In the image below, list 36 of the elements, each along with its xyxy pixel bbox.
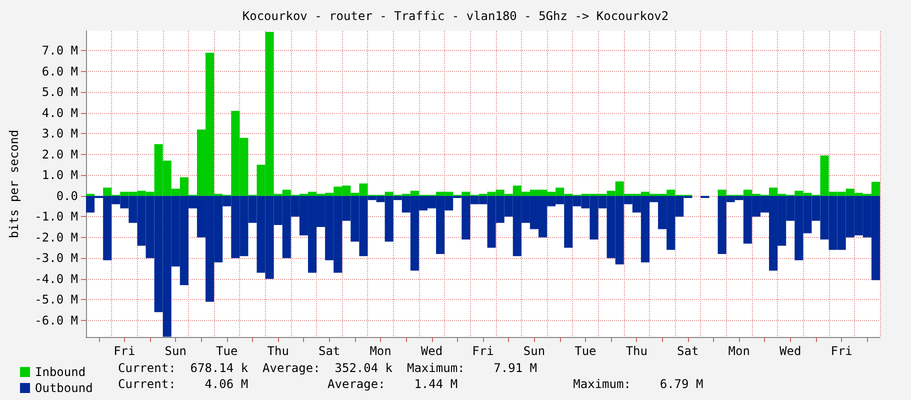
y-tick-label: 7.0 M: [42, 44, 78, 58]
y-tick-label: -2.0 M: [34, 230, 78, 244]
x-tick-label: Sat: [677, 344, 699, 358]
y-tick-label: 2.0 M: [42, 147, 78, 162]
y-tick-label: 4.0 M: [42, 106, 78, 120]
y-tick-label: 0.0: [56, 188, 78, 203]
x-tick-label: Thu: [267, 344, 289, 358]
x-tick-label: Tue: [574, 344, 596, 358]
y-tick-label: -3.0 M: [34, 251, 78, 266]
text: Current: 678.14 k Average: 352.04 k Maximum: 7.91 M: [118, 361, 538, 375]
x-tick-label: Sun: [523, 344, 546, 358]
x-tick-label: Fri: [472, 344, 494, 358]
y-tick-label: 6.0 M: [42, 64, 78, 78]
text: Current: 4.06 M Average: 1.44 M Maximum: 6.79 M: [118, 377, 704, 391]
y-tick-label: -6.0 M: [34, 313, 78, 328]
bar: [700, 196, 710, 198]
x-tick-label: Mon: [370, 344, 392, 358]
x-tick-label: Mon: [728, 344, 750, 358]
x-tick-label: Tue: [216, 344, 238, 358]
y-tick-label: 1.0 M: [42, 168, 78, 182]
y-tick-label: -4.0 M: [34, 272, 78, 286]
legend-label: Inbound: [35, 365, 86, 379]
x-tick-label: Fri: [830, 344, 852, 358]
y-tick-label: -1.0 M: [34, 210, 78, 224]
x-tick-label: Wed: [780, 344, 802, 358]
chart-title: Kocourkov - router - Traffic - vlan180 - 5Ghz -> Kocourkov2: [242, 9, 669, 23]
x-tick-label: Wed: [420, 344, 443, 358]
x-tick-label: Thu: [626, 344, 648, 358]
x-tick-label: Sun: [164, 344, 186, 358]
y-tick-label: -5.0 M: [34, 292, 78, 307]
y-tick-label: 5.0 M: [42, 85, 78, 100]
y-axis-title: bits per second: [7, 130, 21, 238]
x-tick-label: Fri: [114, 344, 136, 358]
x-tick-label: Sat: [318, 344, 340, 358]
legend-label: Outbound: [35, 381, 93, 395]
y-tick-label: 3.0 M: [42, 126, 78, 141]
